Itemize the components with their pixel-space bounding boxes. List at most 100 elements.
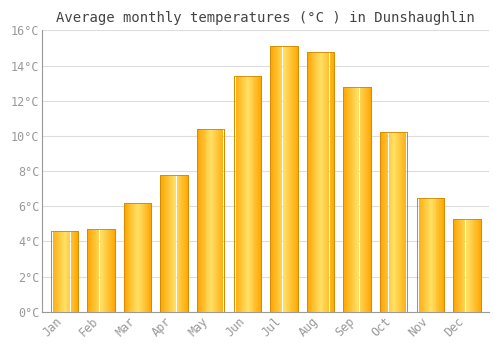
Bar [350, 87, 351, 312]
Bar [246, 76, 247, 312]
Bar [461, 219, 462, 312]
Bar [258, 76, 259, 312]
Bar [366, 87, 367, 312]
Bar [168, 175, 169, 312]
Bar [471, 219, 472, 312]
Bar [395, 132, 396, 312]
Bar [181, 175, 182, 312]
Bar [344, 87, 371, 312]
Bar [422, 197, 423, 312]
Bar [138, 203, 139, 312]
Bar [87, 229, 88, 312]
Bar [404, 132, 406, 312]
Bar [50, 231, 51, 312]
Bar [479, 219, 480, 312]
Bar [416, 197, 444, 312]
Bar [252, 76, 254, 312]
Bar [388, 132, 390, 312]
Bar [420, 197, 422, 312]
Bar [72, 231, 74, 312]
Bar [50, 231, 78, 312]
Bar [134, 203, 135, 312]
Bar [234, 76, 236, 312]
Bar [293, 46, 294, 312]
Bar [401, 132, 402, 312]
Bar [270, 46, 271, 312]
Bar [318, 51, 319, 312]
Bar [107, 229, 108, 312]
Bar [472, 219, 473, 312]
Bar [380, 132, 407, 312]
Bar [249, 76, 250, 312]
Bar [425, 197, 426, 312]
Bar [328, 51, 330, 312]
Bar [165, 175, 166, 312]
Bar [271, 46, 272, 312]
Bar [368, 87, 369, 312]
Bar [444, 197, 445, 312]
Bar [277, 46, 278, 312]
Bar [480, 219, 482, 312]
Bar [183, 175, 184, 312]
Bar [78, 231, 79, 312]
Bar [162, 175, 163, 312]
Bar [355, 87, 356, 312]
Bar [274, 46, 275, 312]
Bar [432, 197, 434, 312]
Bar [208, 129, 210, 312]
Bar [160, 175, 162, 312]
Bar [164, 175, 165, 312]
Bar [180, 175, 181, 312]
Bar [185, 175, 186, 312]
Bar [316, 51, 317, 312]
Bar [61, 231, 62, 312]
Bar [242, 76, 243, 312]
Bar [294, 46, 295, 312]
Bar [475, 219, 476, 312]
Bar [98, 229, 100, 312]
Bar [243, 76, 244, 312]
Bar [286, 46, 287, 312]
Bar [70, 231, 72, 312]
Bar [352, 87, 353, 312]
Bar [126, 203, 128, 312]
Bar [100, 229, 102, 312]
Bar [477, 219, 478, 312]
Bar [75, 231, 76, 312]
Bar [332, 51, 334, 312]
Bar [288, 46, 289, 312]
Bar [371, 87, 372, 312]
Bar [334, 51, 335, 312]
Bar [201, 129, 202, 312]
Bar [276, 46, 277, 312]
Bar [124, 203, 152, 312]
Bar [236, 76, 238, 312]
Bar [210, 129, 211, 312]
Bar [347, 87, 348, 312]
Bar [87, 229, 115, 312]
Bar [382, 132, 383, 312]
Bar [197, 129, 224, 312]
Bar [261, 76, 262, 312]
Bar [200, 129, 201, 312]
Bar [58, 231, 59, 312]
Bar [89, 229, 90, 312]
Bar [474, 219, 475, 312]
Bar [442, 197, 443, 312]
Bar [456, 219, 457, 312]
Bar [402, 132, 404, 312]
Bar [398, 132, 399, 312]
Bar [260, 76, 261, 312]
Bar [245, 76, 246, 312]
Bar [244, 76, 245, 312]
Bar [52, 231, 54, 312]
Bar [256, 76, 257, 312]
Bar [259, 76, 260, 312]
Bar [110, 229, 111, 312]
Bar [282, 46, 284, 312]
Bar [464, 219, 466, 312]
Bar [344, 87, 346, 312]
Bar [102, 229, 104, 312]
Bar [140, 203, 141, 312]
Bar [459, 219, 460, 312]
